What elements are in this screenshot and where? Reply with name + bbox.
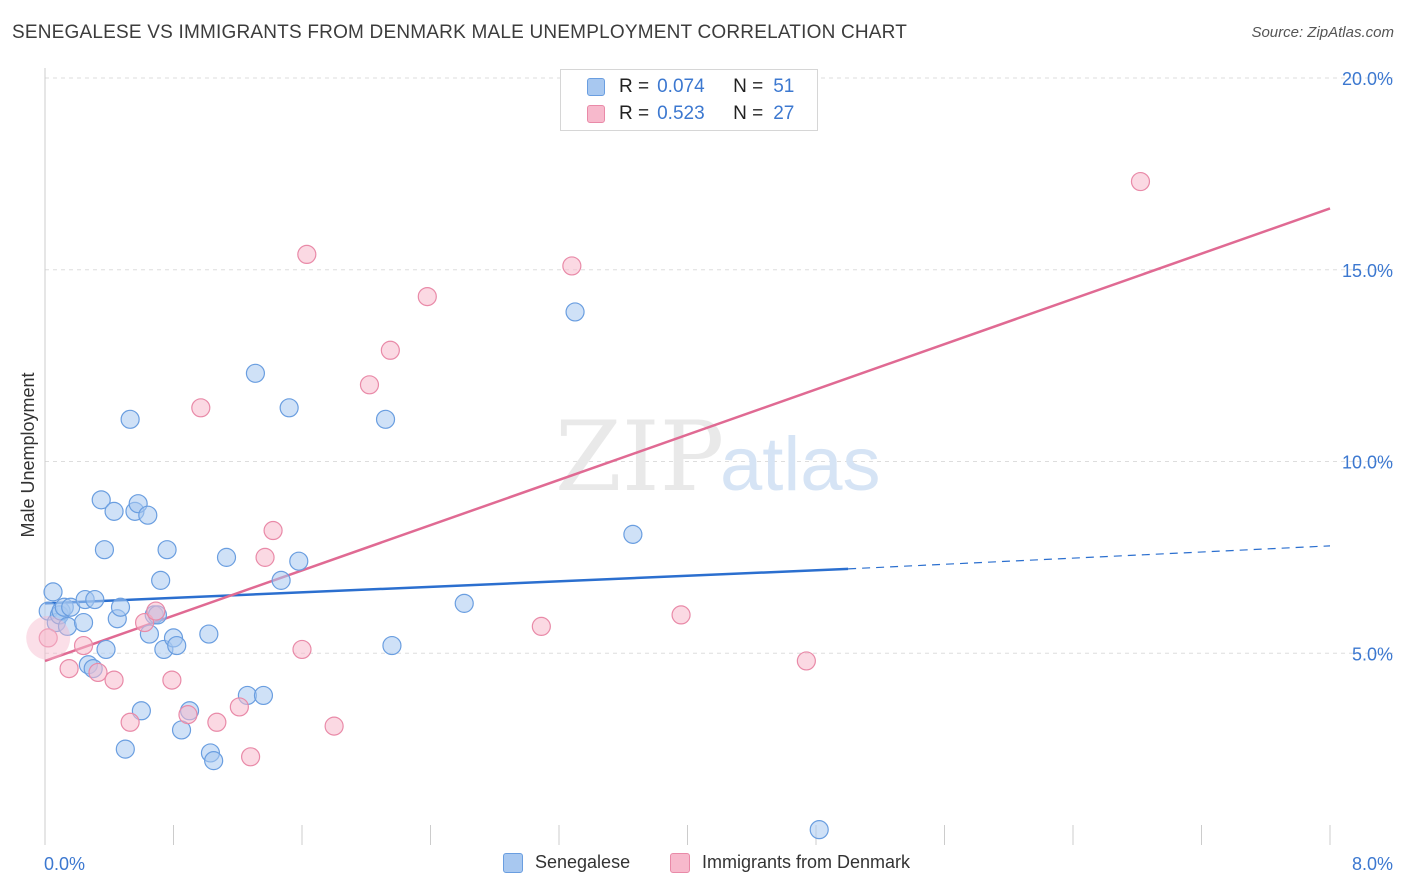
senegalese-point: [199, 624, 219, 644]
grid-lines: [45, 77, 1395, 654]
legend-n-label: N =: [733, 76, 764, 97]
senegalese-point: [138, 505, 158, 525]
bottom-legend-swatch-senegalese: [503, 852, 523, 873]
legend-n-value: 51: [773, 76, 795, 97]
senegalese-point: [245, 363, 266, 383]
senegalese-point: [73, 612, 94, 633]
denmark-point: [255, 547, 275, 567]
senegalese-point: [454, 593, 474, 613]
senegalese-point: [131, 701, 151, 721]
denmark-point: [562, 256, 582, 276]
watermark: ZIP atlas: [555, 401, 881, 513]
chart-title: SENEGALESE VS IMMIGRANTS FROM DENMARK MA…: [12, 22, 908, 43]
y-tick-label: 10.0%: [1342, 453, 1393, 473]
denmark-trend-line: [44, 207, 1331, 663]
denmark-point-cluster: [26, 615, 71, 660]
senegalese-point: [204, 751, 224, 771]
legend-row-denmark: R = 0.523 N = 27: [587, 102, 794, 126]
senegalese-point: [96, 639, 116, 660]
tick-labels: 5.0% 10.0% 15.0% 20.0% 0.0% 8.0%: [44, 69, 1393, 874]
senegalese-point: [565, 302, 585, 322]
watermark-zip: ZIP: [555, 401, 724, 513]
denmark-point: [59, 658, 79, 679]
y-tick-label: 15.0%: [1342, 261, 1393, 281]
denmark-point: [324, 716, 344, 736]
legend-r-value: 0.074: [657, 76, 705, 97]
senegalese-point: [809, 820, 829, 840]
denmark-point: [162, 670, 182, 690]
legend-n-value: 27: [773, 103, 795, 124]
watermark-atlas: atlas: [720, 422, 881, 507]
denmark-point: [207, 712, 227, 732]
y-tick-label: 5.0%: [1352, 644, 1393, 664]
legend-swatch-senegalese: [587, 78, 605, 96]
denmark-point: [297, 244, 317, 265]
senegalese-point: [94, 540, 115, 560]
denmark-point: [671, 605, 691, 625]
senegalese-point: [279, 398, 299, 418]
legend: R = 0.074 N = 51 R = 0.523 N = 27: [560, 69, 818, 131]
data-points: [26, 171, 1151, 840]
denmark-point: [38, 628, 58, 648]
x-tick-label: 8.0%: [1352, 854, 1393, 874]
senegalese-point: [151, 570, 171, 590]
senegalese-point: [43, 582, 63, 602]
y-tick-label: 20.0%: [1342, 69, 1393, 89]
denmark-point: [531, 616, 551, 637]
legend-row-senegalese: R = 0.074 N = 51: [587, 75, 794, 99]
denmark-point: [134, 612, 155, 633]
senegalese-point: [104, 501, 124, 521]
denmark-point: [292, 639, 312, 660]
denmark-point: [263, 520, 283, 541]
senegalese-point: [216, 547, 237, 567]
denmark-point: [120, 712, 140, 732]
senegalese-point: [110, 597, 131, 617]
senegalese-trend-extension: [848, 545, 1331, 570]
denmark-point: [88, 662, 108, 683]
senegalese-point: [91, 490, 111, 510]
denmark-point: [146, 601, 166, 621]
senegalese-trend-line: [44, 567, 849, 605]
senegalese-point: [382, 635, 402, 656]
denmark-point: [417, 286, 437, 307]
legend-swatch-denmark: [587, 105, 605, 123]
senegalese-point: [157, 540, 177, 560]
bottom-legend: Senegalese Immigrants from Denmark: [0, 852, 1406, 876]
denmark-point: [104, 670, 124, 690]
denmark-point: [380, 340, 400, 360]
denmark-point: [178, 705, 198, 725]
denmark-point: [73, 635, 94, 656]
legend-r-value: 0.523: [657, 103, 705, 124]
senegalese-point: [623, 524, 643, 544]
senegalese-point: [271, 570, 291, 590]
bottom-legend-label: Senegalese: [535, 852, 631, 872]
senegalese-point: [289, 551, 309, 571]
x-tick-label: 0.0%: [44, 854, 85, 874]
senegalese-point: [85, 589, 105, 610]
denmark-point: [796, 651, 816, 671]
denmark-point: [229, 697, 249, 717]
denmark-point: [191, 398, 211, 418]
senegalese-point: [167, 635, 187, 656]
y-axis-label: Male Unemployment: [18, 372, 38, 537]
bottom-legend-swatch-denmark: [670, 852, 690, 873]
bottom-legend-senegalese: Senegalese: [503, 852, 630, 873]
legend-r-label: R =: [619, 76, 650, 97]
bottom-legend-label: Immigrants from Denmark: [702, 852, 911, 872]
legend-r-label: R =: [619, 103, 650, 124]
source-label: Source: ZipAtlas.com: [1251, 24, 1394, 41]
senegalese-point: [115, 739, 135, 759]
senegalese-point: [375, 409, 396, 429]
senegalese-point: [253, 685, 274, 706]
trend-lines: [44, 207, 1331, 663]
senegalese-point: [120, 409, 140, 429]
denmark-point: [1130, 171, 1151, 192]
denmark-point: [359, 375, 380, 395]
legend-n-label: N =: [733, 103, 764, 124]
bottom-legend-denmark: Immigrants from Denmark: [670, 852, 910, 873]
denmark-point: [241, 747, 261, 767]
